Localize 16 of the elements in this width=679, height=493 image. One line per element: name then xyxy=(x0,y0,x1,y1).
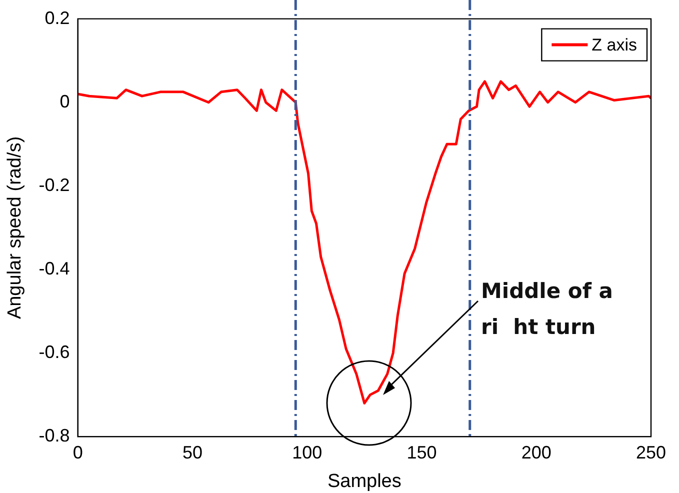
legend-label: Z axis xyxy=(592,35,638,54)
x-tick-label: 0 xyxy=(72,442,83,462)
y-tick-label: -0.6 xyxy=(38,342,70,362)
y-axis-title: Angular speed (rad/s) xyxy=(4,136,26,320)
y-tick-label: 0.2 xyxy=(44,8,70,28)
x-tick-label: 100 xyxy=(292,442,322,462)
x-tick-label: 150 xyxy=(406,442,437,462)
x-axis-title: Samples xyxy=(327,470,402,492)
x-tick-label: 50 xyxy=(182,442,202,462)
y-tick-label: 0 xyxy=(60,91,70,112)
y-tick-label: -0.4 xyxy=(38,258,70,278)
x-tick-label: 200 xyxy=(521,442,552,462)
annotation: Middle of a ri ht turn xyxy=(480,278,614,342)
x-tick-label: 250 xyxy=(636,442,666,462)
y-tick-label: -0.2 xyxy=(38,174,70,195)
y-tick-label: -0.8 xyxy=(38,426,70,446)
